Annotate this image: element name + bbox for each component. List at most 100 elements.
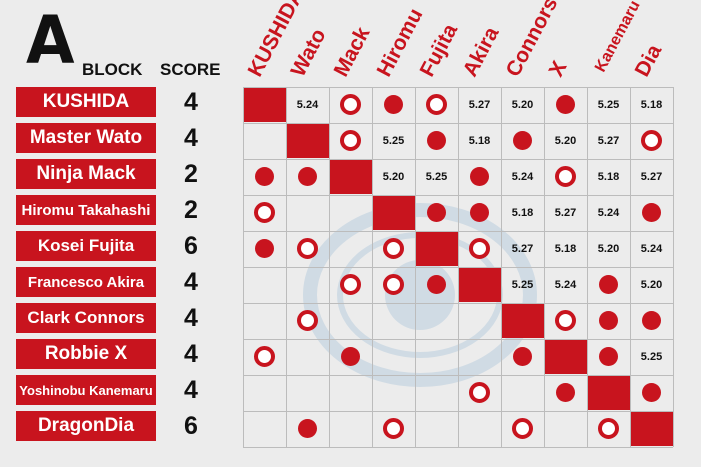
- self-match-cell: [501, 303, 544, 338]
- result-cell: [544, 159, 587, 194]
- result-cell: [544, 87, 587, 122]
- match-date-cell: 5.25: [415, 159, 458, 194]
- wrestler-name: Yoshinobu Kanemaru: [16, 375, 156, 405]
- hollow-circle-icon: [555, 310, 576, 331]
- grid-line: [243, 159, 673, 160]
- empty-cell: [286, 195, 329, 230]
- match-date-cell: 5.24: [501, 159, 544, 194]
- wrestler-score: 4: [184, 267, 198, 296]
- match-date: 5.18: [554, 242, 577, 255]
- filled-circle-icon: [470, 203, 489, 222]
- result-cell: [372, 87, 415, 122]
- result-cell: [630, 123, 673, 158]
- match-date-cell: 5.25: [372, 123, 415, 158]
- match-date: 5.25: [640, 350, 663, 363]
- hollow-circle-icon: [383, 418, 404, 439]
- result-cell: [587, 267, 630, 302]
- match-date-cell: 5.24: [286, 87, 329, 122]
- match-date-cell: 5.18: [587, 159, 630, 194]
- empty-cell: [329, 411, 372, 446]
- wrestler-name: KUSHIDA: [16, 87, 156, 117]
- result-cell: [587, 303, 630, 338]
- filled-circle-icon: [513, 131, 532, 150]
- result-cell: [458, 375, 501, 410]
- filled-circle-icon: [255, 239, 274, 258]
- wrestler-name: DragonDia: [16, 411, 156, 441]
- empty-cell: [329, 231, 372, 266]
- result-cell: [329, 87, 372, 122]
- match-date-cell: 5.25: [587, 87, 630, 122]
- result-cell: [415, 267, 458, 302]
- match-date: 5.18: [468, 134, 491, 147]
- filled-circle-icon: [642, 383, 661, 402]
- filled-circle-icon: [556, 383, 575, 402]
- empty-cell: [544, 411, 587, 446]
- match-date: 5.20: [640, 278, 663, 291]
- hollow-circle-icon: [512, 418, 533, 439]
- wrestler-score: 4: [184, 87, 198, 116]
- match-date: 5.25: [382, 134, 405, 147]
- hollow-circle-icon: [598, 418, 619, 439]
- filled-circle-icon: [556, 95, 575, 114]
- result-cell: [501, 411, 544, 446]
- result-cell: [501, 339, 544, 374]
- result-cell: [458, 231, 501, 266]
- empty-cell: [329, 375, 372, 410]
- match-date: 5.18: [640, 98, 663, 111]
- match-date-cell: 5.20: [630, 267, 673, 302]
- grid-line: [243, 195, 673, 196]
- result-cell: [286, 303, 329, 338]
- filled-circle-icon: [599, 347, 618, 366]
- grid-line: [243, 303, 673, 304]
- result-cell: [243, 339, 286, 374]
- grid-line: [243, 123, 673, 124]
- result-cell: [415, 195, 458, 230]
- match-date-cell: 5.24: [587, 195, 630, 230]
- filled-circle-icon: [599, 275, 618, 294]
- filled-circle-icon: [341, 347, 360, 366]
- wrestler-name: Hiromu Takahashi: [16, 195, 156, 225]
- hollow-circle-icon: [340, 130, 361, 151]
- column-header-fujita: Fujita: [415, 20, 463, 81]
- hollow-circle-icon: [297, 310, 318, 331]
- grid-line: [243, 447, 673, 448]
- result-cell: [630, 195, 673, 230]
- self-match-cell: [415, 231, 458, 266]
- match-date: 5.24: [597, 206, 620, 219]
- score-header: SCORE: [160, 60, 221, 79]
- match-date-cell: 5.27: [587, 123, 630, 158]
- empty-cell: [372, 303, 415, 338]
- match-date: 5.27: [640, 170, 663, 183]
- match-date: 5.24: [640, 242, 663, 255]
- result-cell: [243, 195, 286, 230]
- match-date: 5.18: [597, 170, 620, 183]
- empty-cell: [243, 375, 286, 410]
- empty-cell: [415, 411, 458, 446]
- wrestler-score: 4: [184, 375, 198, 404]
- match-date: 5.25: [597, 98, 620, 111]
- match-date: 5.18: [511, 206, 534, 219]
- wrestler-score: 2: [184, 159, 198, 188]
- wrestler-name: Kosei Fujita: [16, 231, 156, 261]
- hollow-circle-icon: [555, 166, 576, 187]
- self-match-cell: [630, 411, 673, 446]
- result-cell: [587, 339, 630, 374]
- result-cell: [372, 411, 415, 446]
- self-match-cell: [286, 123, 329, 158]
- match-date-cell: 5.20: [501, 87, 544, 122]
- grid-line: [243, 375, 673, 376]
- empty-cell: [372, 339, 415, 374]
- wrestler-name: Francesco Akira: [16, 267, 156, 297]
- filled-circle-icon: [255, 167, 274, 186]
- match-date-cell: 5.25: [630, 339, 673, 374]
- result-cell: [458, 195, 501, 230]
- match-date: 5.27: [511, 242, 534, 255]
- filled-circle-icon: [298, 167, 317, 186]
- match-date: 5.27: [554, 206, 577, 219]
- hollow-circle-icon: [254, 346, 275, 367]
- match-date: 5.20: [597, 242, 620, 255]
- filled-circle-icon: [298, 419, 317, 438]
- result-cell: [458, 159, 501, 194]
- match-date: 5.25: [511, 278, 534, 291]
